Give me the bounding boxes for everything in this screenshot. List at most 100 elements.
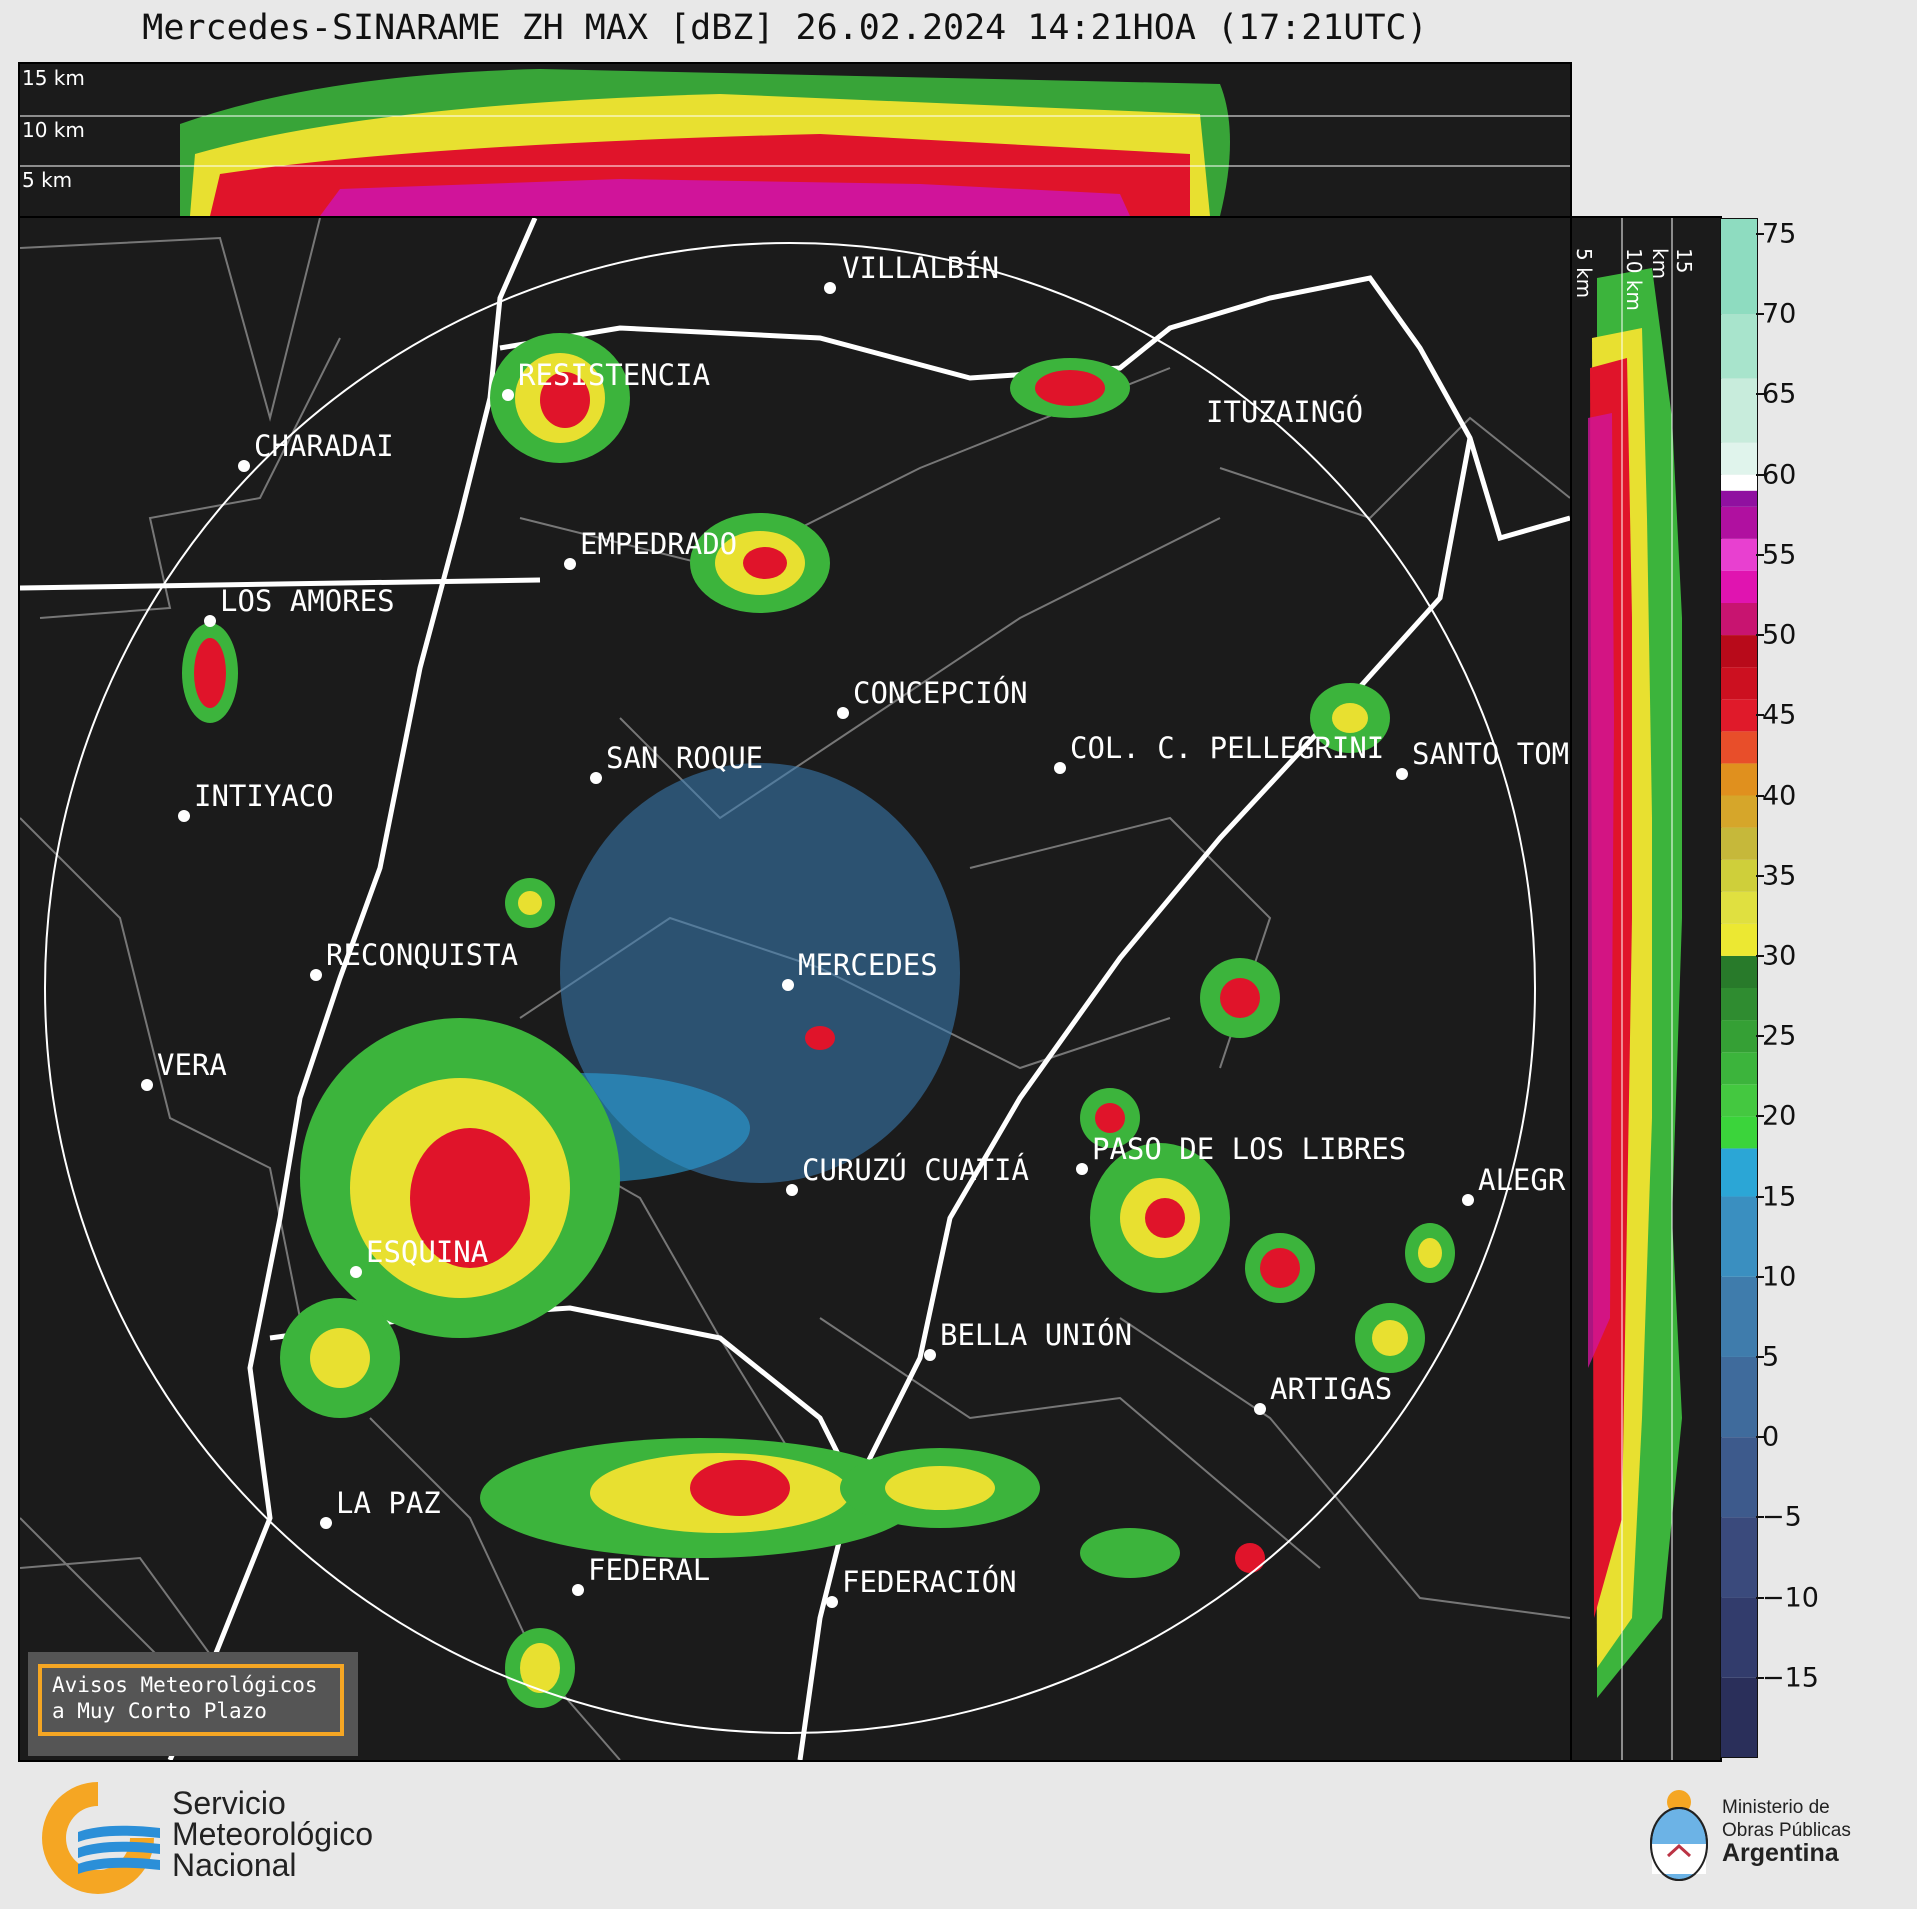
colorbar-band — [1720, 490, 1758, 507]
smn-wordmark: Servicio Meteorológico Nacional — [172, 1785, 373, 1883]
colorbar-tick-label: −5 — [1762, 1501, 1802, 1533]
ministry-wordmark: Ministerio de Obras Públicas Argentina — [1722, 1796, 1851, 1867]
colorbar-tick-mark — [1756, 473, 1764, 476]
notice-line-1: Avisos Meteorológicos — [52, 1673, 318, 1697]
colorbar-band — [1720, 763, 1758, 796]
colorbar-tick-label: 45 — [1762, 699, 1797, 731]
range-ring — [44, 242, 1536, 1734]
city-label: ARTIGAS — [1270, 1372, 1392, 1406]
colorbar-tick-mark — [1756, 1516, 1764, 1519]
colorbar-tick-label: 70 — [1762, 298, 1797, 330]
colorbar-tick-mark — [1756, 313, 1764, 316]
colorbar-band — [1720, 795, 1758, 828]
colorbar-tick-label: 5 — [1762, 1341, 1780, 1373]
city-markers: VILLALBÍN RESISTENCIA CHARADAI ITUZAINGÓ… — [141, 251, 1569, 1608]
colorbar-band — [1720, 988, 1758, 1021]
city-label: PASO DE LOS LIBRES — [1092, 1132, 1406, 1166]
city-label: FEDERAL — [588, 1553, 710, 1587]
ministry-line-3: Argentina — [1722, 1839, 1839, 1867]
city-label: EMPEDRADO — [580, 527, 737, 561]
top-echo-blobs — [150, 69, 1230, 216]
colorbar-band — [1720, 1597, 1758, 1678]
top-cross-section-plot — [20, 69, 1570, 216]
colorbar-tick-label: 25 — [1762, 1020, 1797, 1052]
side-cross-section-panel: 5 km 10 km 15 km — [1570, 216, 1722, 1762]
colorbar-band — [1720, 1116, 1758, 1149]
colorbar-band — [1720, 1020, 1758, 1053]
colorbar-tick-label: 35 — [1762, 860, 1797, 892]
radar-echoes — [182, 333, 1455, 1708]
city-label: SANTO TOM — [1412, 737, 1569, 771]
colorbar-band — [1720, 1677, 1758, 1758]
radar-map-panel: VILLALBÍN RESISTENCIA CHARADAI ITUZAINGÓ… — [18, 216, 1572, 1762]
colorbar-band — [1720, 1052, 1758, 1085]
side-height-label-10: 10 km — [1622, 248, 1646, 311]
top-height-label-15: 15 km — [22, 66, 85, 90]
top-height-label-10: 10 km — [22, 118, 85, 142]
colorbar-band — [1720, 859, 1758, 892]
colorbar-tick-label: 75 — [1762, 218, 1797, 250]
colorbar-tick-mark — [1756, 1035, 1764, 1038]
colorbar-band — [1720, 955, 1758, 988]
ministry-line-1: Ministerio de — [1722, 1797, 1830, 1818]
smn-logo-icon — [42, 1782, 160, 1894]
colorbar-tick-mark — [1756, 1355, 1764, 1358]
colorbar-band — [1720, 314, 1758, 379]
side-height-label-15: 15 km — [1648, 248, 1696, 280]
colorbar-band — [1720, 538, 1758, 571]
city-label: RESISTENCIA — [518, 358, 710, 392]
smn-line-2: Meteorológico — [172, 1816, 373, 1852]
city-label: LOS AMORES — [220, 584, 395, 618]
radar-map: VILLALBÍN RESISTENCIA CHARADAI ITUZAINGÓ… — [20, 218, 1570, 1760]
colorbar-tick-label: 65 — [1762, 378, 1797, 410]
colorbar-band — [1720, 442, 1758, 475]
colorbar-tick-label: 20 — [1762, 1100, 1797, 1132]
city-label: LA PAZ — [336, 1486, 441, 1520]
colorbar-band — [1720, 1084, 1758, 1117]
map-title: Mercedes-SINARAME ZH MAX [dBZ] 26.02.202… — [142, 8, 1428, 48]
warning-notice-frame: Avisos Meteorológicos a Muy Corto Plazo — [38, 1664, 344, 1736]
colorbar-band — [1720, 506, 1758, 539]
top-cross-section-panel: 15 km 10 km 5 km — [18, 62, 1572, 218]
colorbar-tick-mark — [1756, 553, 1764, 556]
colorbar-band — [1720, 1196, 1758, 1277]
colorbar-band — [1720, 1148, 1758, 1197]
colorbar-band — [1720, 1276, 1758, 1357]
colorbar-band — [1720, 570, 1758, 603]
city-label: VERA — [157, 1048, 227, 1082]
colorbar-tick-label: 50 — [1762, 619, 1797, 651]
colorbar-tick-label: 15 — [1762, 1181, 1797, 1213]
city-label: CHARADAI — [254, 429, 394, 463]
smn-line-1: Servicio — [172, 1785, 286, 1821]
city-label: CONCEPCIÓN — [853, 676, 1028, 710]
city-label: VILLALBÍN — [842, 251, 999, 285]
colorbar-tick-mark — [1756, 1275, 1764, 1278]
colorbar-band — [1720, 891, 1758, 924]
colorbar-band — [1720, 827, 1758, 860]
colorbar-tick-label: −10 — [1762, 1582, 1819, 1614]
colorbar-band — [1720, 1517, 1758, 1598]
ministry-line-2: Obras Públicas — [1722, 1820, 1851, 1841]
colorbar-band — [1720, 603, 1758, 636]
colorbar-tick-mark — [1756, 954, 1764, 957]
warning-notice-box[interactable]: Avisos Meteorológicos a Muy Corto Plazo — [28, 1652, 358, 1756]
colorbar-tick-mark — [1756, 1596, 1764, 1599]
colorbar-band — [1720, 474, 1758, 491]
city-label: ALEGR — [1478, 1163, 1566, 1197]
side-cross-section-plot — [1588, 218, 1682, 1760]
colorbar-band — [1720, 378, 1758, 443]
city-label: SAN ROQUE — [606, 741, 763, 775]
colorbar-band — [1720, 1356, 1758, 1438]
city-label: ITUZAINGÓ — [1206, 395, 1363, 429]
city-label: INTIYACO — [194, 779, 334, 813]
smn-line-3: Nacional — [172, 1847, 297, 1883]
argentina-shield-icon — [1650, 1790, 1708, 1881]
colorbar-tick-mark — [1756, 1436, 1764, 1439]
colorbar-tick-mark — [1756, 714, 1764, 717]
colorbar-tick-mark — [1756, 1115, 1764, 1118]
colorbar-tick-label: 40 — [1762, 780, 1797, 811]
colorbar-tick-label: −15 — [1762, 1662, 1819, 1694]
top-height-label-5: 5 km — [22, 168, 73, 192]
dbz-colorbar — [1720, 218, 1758, 1758]
colorbar-tick-mark — [1756, 634, 1764, 637]
